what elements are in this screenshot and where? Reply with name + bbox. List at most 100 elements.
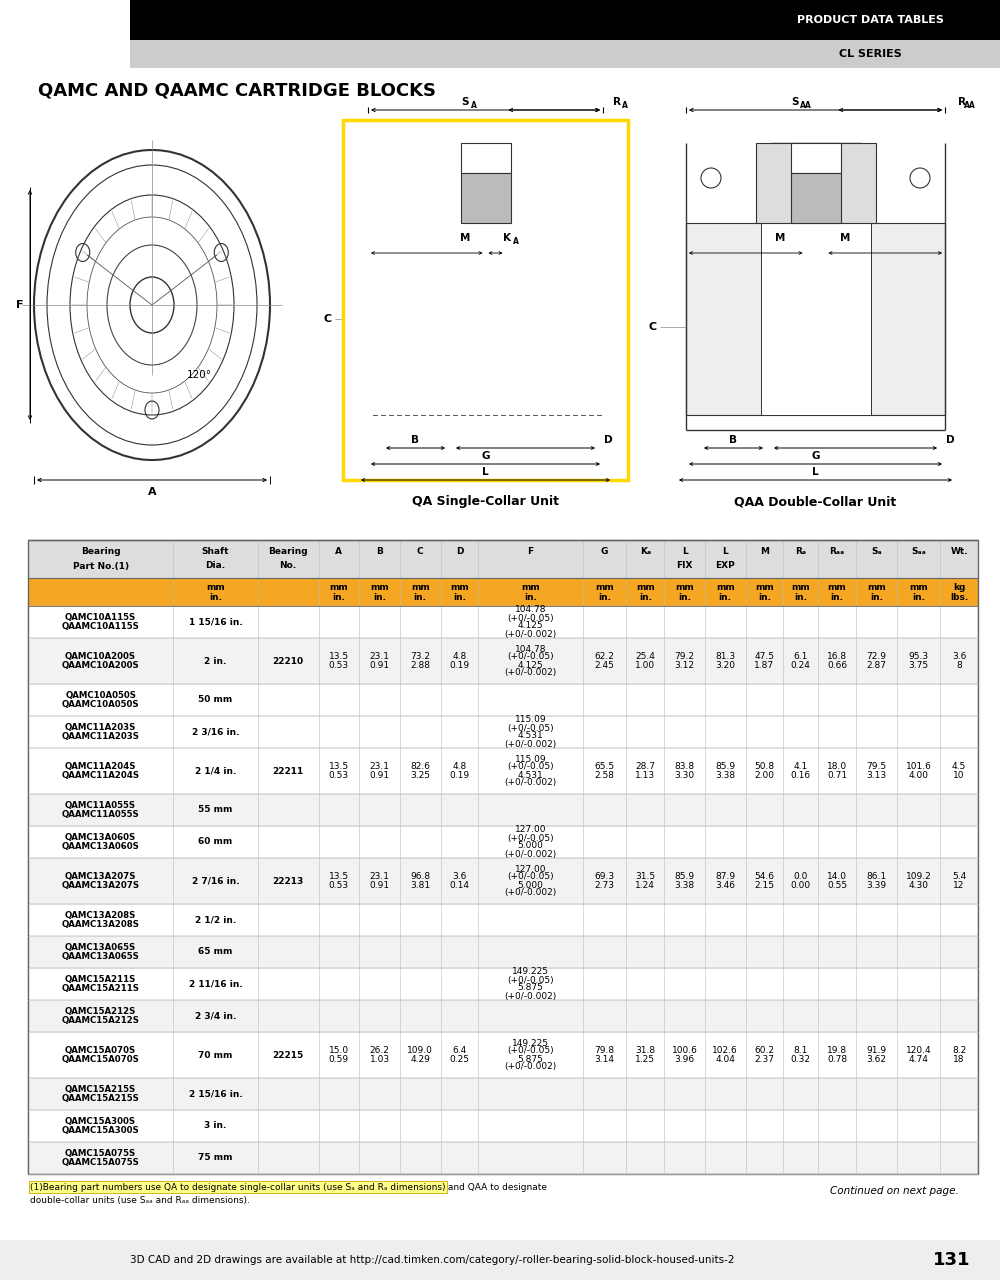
Text: 3.81: 3.81 bbox=[410, 881, 430, 890]
Text: 0.0: 0.0 bbox=[794, 872, 808, 881]
Text: QAMC13A208S: QAMC13A208S bbox=[65, 911, 136, 920]
Text: 5.000: 5.000 bbox=[518, 841, 544, 850]
Text: 0.91: 0.91 bbox=[369, 881, 390, 890]
Text: 120°: 120° bbox=[187, 370, 212, 380]
Text: AA: AA bbox=[800, 101, 811, 110]
Text: 2 11/16 in.: 2 11/16 in. bbox=[189, 979, 242, 988]
Text: in.: in. bbox=[758, 594, 771, 603]
Text: 85.9: 85.9 bbox=[715, 762, 735, 771]
Text: 83.8: 83.8 bbox=[675, 762, 695, 771]
Text: 109.0: 109.0 bbox=[407, 1046, 433, 1055]
Bar bbox=[28, 540, 978, 1174]
Text: 13.5: 13.5 bbox=[329, 762, 349, 771]
Text: 16.8: 16.8 bbox=[827, 652, 847, 660]
Text: 96.8: 96.8 bbox=[410, 872, 430, 881]
Text: Continued on next page.: Continued on next page. bbox=[830, 1187, 959, 1196]
Text: mm: mm bbox=[716, 582, 735, 591]
Text: 3.6: 3.6 bbox=[452, 872, 467, 881]
Text: 60.2: 60.2 bbox=[754, 1046, 774, 1055]
Bar bbox=[761, 223, 870, 415]
Text: mm: mm bbox=[521, 582, 540, 591]
Text: 4.531: 4.531 bbox=[518, 731, 543, 741]
Text: 8: 8 bbox=[956, 660, 962, 669]
Text: 10: 10 bbox=[953, 771, 965, 780]
Text: FIX: FIX bbox=[676, 562, 693, 571]
Text: D: D bbox=[946, 435, 954, 445]
Text: 65 mm: 65 mm bbox=[198, 947, 233, 956]
Text: QAAMC15A300S: QAAMC15A300S bbox=[62, 1126, 140, 1135]
Text: QAMC11A055S: QAMC11A055S bbox=[65, 801, 136, 810]
Text: 1.25: 1.25 bbox=[635, 1055, 655, 1064]
Text: 73.2: 73.2 bbox=[410, 652, 430, 660]
Text: 0.91: 0.91 bbox=[369, 771, 390, 780]
Text: (+0/-0.05): (+0/-0.05) bbox=[507, 653, 554, 662]
Text: 4.8: 4.8 bbox=[452, 652, 467, 660]
Text: (+0/-0.05): (+0/-0.05) bbox=[507, 763, 554, 772]
Text: 2 1/2 in.: 2 1/2 in. bbox=[195, 915, 236, 924]
Text: QAMC13A065S: QAMC13A065S bbox=[65, 943, 136, 952]
Text: QAAMC15A211S: QAAMC15A211S bbox=[62, 984, 140, 993]
Text: 8.1: 8.1 bbox=[794, 1046, 808, 1055]
Text: C: C bbox=[417, 548, 424, 557]
Text: 22211: 22211 bbox=[272, 767, 304, 776]
Text: mm: mm bbox=[370, 582, 389, 591]
Text: 101.6: 101.6 bbox=[906, 762, 931, 771]
Text: L: L bbox=[722, 548, 728, 557]
Text: double-collar units (use Sₐₐ and Rₐₐ dimensions).: double-collar units (use Sₐₐ and Rₐₐ dim… bbox=[30, 1197, 250, 1206]
Text: 75 mm: 75 mm bbox=[198, 1153, 233, 1162]
Text: 3.13: 3.13 bbox=[866, 771, 886, 780]
Text: 62.2: 62.2 bbox=[595, 652, 615, 660]
Text: 102.6: 102.6 bbox=[712, 1046, 738, 1055]
Text: 3.46: 3.46 bbox=[715, 881, 735, 890]
Text: 0.66: 0.66 bbox=[827, 660, 847, 669]
Text: 19.8: 19.8 bbox=[827, 1046, 847, 1055]
Text: A: A bbox=[622, 101, 628, 110]
Text: in.: in. bbox=[719, 594, 732, 603]
Text: 2 7/16 in.: 2 7/16 in. bbox=[192, 877, 239, 886]
Text: (+0/-0.05): (+0/-0.05) bbox=[507, 833, 554, 842]
Text: 3.12: 3.12 bbox=[675, 660, 695, 669]
Text: 0.55: 0.55 bbox=[827, 881, 847, 890]
Text: QAAMC10A050S: QAAMC10A050S bbox=[62, 700, 139, 709]
Text: 79.2: 79.2 bbox=[675, 652, 695, 660]
Text: (+0/-0.05): (+0/-0.05) bbox=[507, 975, 554, 984]
Text: 2.73: 2.73 bbox=[595, 881, 615, 890]
Text: 0.19: 0.19 bbox=[449, 660, 469, 669]
Text: A: A bbox=[471, 101, 476, 110]
Text: 4.8: 4.8 bbox=[452, 762, 467, 771]
Text: in.: in. bbox=[678, 594, 691, 603]
Text: mm: mm bbox=[450, 582, 469, 591]
Text: 79.5: 79.5 bbox=[866, 762, 886, 771]
Text: QAMC15A300S: QAMC15A300S bbox=[65, 1117, 136, 1126]
Text: 3.96: 3.96 bbox=[675, 1055, 695, 1064]
Text: 22210: 22210 bbox=[272, 657, 304, 666]
Text: QAAMC10A115S: QAAMC10A115S bbox=[62, 622, 140, 631]
Text: S: S bbox=[462, 97, 469, 108]
Text: mm: mm bbox=[329, 582, 348, 591]
Text: Kₐ: Kₐ bbox=[640, 548, 651, 557]
Text: 115.09: 115.09 bbox=[515, 754, 546, 763]
Text: QAMC15A211S: QAMC15A211S bbox=[65, 975, 136, 984]
Bar bbox=[28, 1000, 978, 1032]
Text: Bearing: Bearing bbox=[81, 548, 120, 557]
Bar bbox=[28, 858, 978, 904]
Text: 127.00: 127.00 bbox=[515, 826, 546, 835]
Text: and QAA to designate: and QAA to designate bbox=[445, 1183, 547, 1192]
Text: (1)Bearing part numbers use QA to designate single-collar units (use Sₐ and Rₐ d: (1)Bearing part numbers use QA to design… bbox=[30, 1183, 446, 1192]
Text: in.: in. bbox=[414, 594, 427, 603]
Text: 109.2: 109.2 bbox=[906, 872, 931, 881]
Text: QAAMC13A208S: QAAMC13A208S bbox=[62, 920, 140, 929]
Bar bbox=[790, 173, 840, 223]
Text: Sₐ: Sₐ bbox=[871, 548, 882, 557]
Text: mm: mm bbox=[867, 582, 886, 591]
Bar bbox=[28, 579, 978, 605]
Text: (+0/-0.05): (+0/-0.05) bbox=[507, 1047, 554, 1056]
Text: 79.8: 79.8 bbox=[595, 1046, 615, 1055]
Text: (+0/-0.002): (+0/-0.002) bbox=[504, 888, 557, 897]
Text: D: D bbox=[604, 435, 612, 445]
Text: B: B bbox=[412, 435, 420, 445]
Text: 0.78: 0.78 bbox=[827, 1055, 847, 1064]
Text: (+0/-0.002): (+0/-0.002) bbox=[504, 850, 557, 859]
Text: 149.225: 149.225 bbox=[512, 1038, 549, 1047]
Text: 0.53: 0.53 bbox=[329, 881, 349, 890]
